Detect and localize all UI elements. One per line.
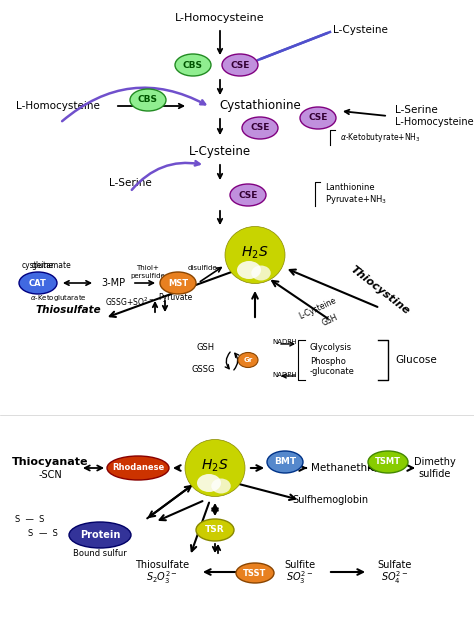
Ellipse shape (368, 451, 408, 473)
Text: Protein: Protein (80, 530, 120, 540)
Text: cysteine: cysteine (22, 260, 54, 270)
Text: $\alpha$-Ketobutyrate+NH$_3$: $\alpha$-Ketobutyrate+NH$_3$ (340, 131, 420, 144)
Text: CAT: CAT (29, 278, 47, 288)
Ellipse shape (242, 117, 278, 139)
Text: $H_2S$: $H_2S$ (201, 458, 228, 474)
Text: $SO_3^{2-}$: $SO_3^{2-}$ (286, 570, 314, 587)
Text: TSR: TSR (205, 526, 225, 534)
Text: L-Cysteine: L-Cysteine (333, 25, 387, 35)
Text: Lanthionine: Lanthionine (325, 184, 374, 192)
Text: disulfide: disulfide (187, 265, 217, 271)
Text: TSMT: TSMT (375, 458, 401, 466)
Text: Dimethy: Dimethy (414, 457, 456, 467)
Text: Sulfate: Sulfate (378, 560, 412, 570)
Ellipse shape (230, 184, 266, 206)
Text: GSH: GSH (321, 312, 339, 327)
Text: Gr: Gr (243, 357, 253, 363)
Ellipse shape (196, 519, 234, 541)
Text: L-Homocysteine: L-Homocysteine (175, 13, 265, 23)
Text: Bound sulfur: Bound sulfur (73, 549, 127, 557)
Text: Methanethiol: Methanethiol (311, 463, 379, 473)
Ellipse shape (130, 89, 166, 111)
Text: CSE: CSE (250, 123, 270, 133)
Ellipse shape (222, 54, 258, 76)
Text: CSE: CSE (308, 113, 328, 123)
Text: S  —  S: S — S (15, 515, 45, 525)
Ellipse shape (197, 474, 221, 492)
Text: $\alpha$-Ketoglutarate: $\alpha$-Ketoglutarate (30, 293, 87, 303)
Text: CBS: CBS (138, 95, 158, 105)
Text: L-Cysteine: L-Cysteine (189, 146, 251, 159)
Text: GSSG+SO$^{2-}$: GSSG+SO$^{2-}$ (105, 296, 155, 308)
Text: MST: MST (168, 278, 188, 288)
Text: Thiocystine: Thiocystine (348, 264, 411, 316)
Ellipse shape (19, 272, 57, 294)
Text: Glucose: Glucose (395, 355, 437, 365)
Text: Thiol+: Thiol+ (137, 265, 159, 271)
Text: GSH: GSH (197, 343, 215, 353)
Text: L-Homocysteine: L-Homocysteine (16, 101, 100, 111)
Text: Rhodanese: Rhodanese (112, 464, 164, 472)
Text: —  S: — S (38, 528, 57, 538)
Text: Cystathionine: Cystathionine (219, 99, 301, 112)
Ellipse shape (160, 272, 196, 294)
Text: Pyruvate: Pyruvate (158, 293, 192, 303)
Text: Phospho: Phospho (310, 358, 346, 366)
Text: L-Cysteine: L-Cysteine (298, 296, 338, 321)
Text: NADPH: NADPH (273, 372, 297, 378)
Text: TSST: TSST (243, 569, 267, 577)
Text: $H_2S$: $H_2S$ (241, 245, 269, 261)
Text: GSSG: GSSG (191, 366, 215, 374)
Text: L-Homocysteine: L-Homocysteine (395, 117, 474, 127)
Text: Thiocyanate: Thiocyanate (12, 457, 88, 467)
Text: S: S (27, 528, 33, 538)
Text: BMT: BMT (274, 458, 296, 466)
Ellipse shape (237, 261, 261, 279)
Text: -SCN: -SCN (38, 470, 62, 480)
Text: L-Serine: L-Serine (395, 105, 438, 115)
Text: CSE: CSE (238, 190, 258, 200)
Ellipse shape (238, 353, 258, 368)
Text: Glycolysis: Glycolysis (310, 343, 352, 353)
Text: $S_2O_3^{2-}$: $S_2O_3^{2-}$ (146, 570, 178, 587)
Ellipse shape (107, 456, 169, 480)
Text: NADPH: NADPH (273, 339, 297, 345)
Ellipse shape (211, 479, 231, 494)
Ellipse shape (300, 107, 336, 129)
Text: Pyruvate+NH$_3$: Pyruvate+NH$_3$ (325, 193, 387, 206)
Text: sulfide: sulfide (419, 469, 451, 479)
Text: Sulfhemoglobin: Sulfhemoglobin (292, 495, 368, 505)
Text: Sulfite: Sulfite (284, 560, 316, 570)
Text: CSE: CSE (230, 61, 250, 69)
Text: 3-MP: 3-MP (101, 278, 125, 288)
Text: Thiosulfate: Thiosulfate (35, 305, 101, 315)
Text: L-Serine: L-Serine (109, 178, 151, 188)
Ellipse shape (225, 226, 285, 283)
Text: $SO_4^{2-}$: $SO_4^{2-}$ (382, 570, 409, 587)
Text: Thiosulfate: Thiosulfate (135, 560, 189, 570)
Ellipse shape (185, 440, 245, 497)
Ellipse shape (267, 451, 303, 473)
Text: -gluconate: -gluconate (310, 368, 355, 376)
Text: CBS: CBS (183, 61, 203, 69)
Ellipse shape (251, 265, 271, 280)
Text: glutamate: glutamate (32, 260, 72, 270)
Ellipse shape (175, 54, 211, 76)
Ellipse shape (69, 522, 131, 548)
Ellipse shape (236, 563, 274, 583)
Text: persulfide: persulfide (131, 273, 165, 279)
